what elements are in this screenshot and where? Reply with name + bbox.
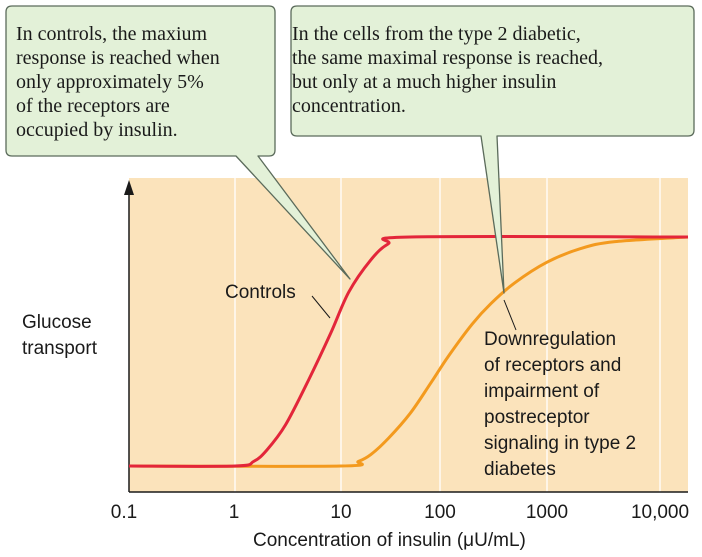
x-tick-label: 10,000 — [615, 502, 702, 524]
x-axis-label: Concentration of insulin (μU/mL) — [253, 528, 526, 554]
callout-left-text: In controls, the maxium response is reac… — [16, 22, 220, 142]
controls-label: Controls — [225, 280, 296, 306]
x-tick-label: 0.1 — [79, 502, 169, 524]
x-tick-label: 1000 — [502, 502, 592, 524]
callout-right-text: In the cells from the type 2 diabetic, t… — [292, 22, 603, 118]
x-tick-label: 100 — [395, 502, 485, 524]
diabetes-label: Downregulation of receptors and impairme… — [484, 327, 636, 483]
y-axis-label: Glucose transport — [22, 310, 97, 362]
x-tick-label: 1 — [189, 502, 279, 524]
x-tick-label: 10 — [296, 502, 386, 524]
